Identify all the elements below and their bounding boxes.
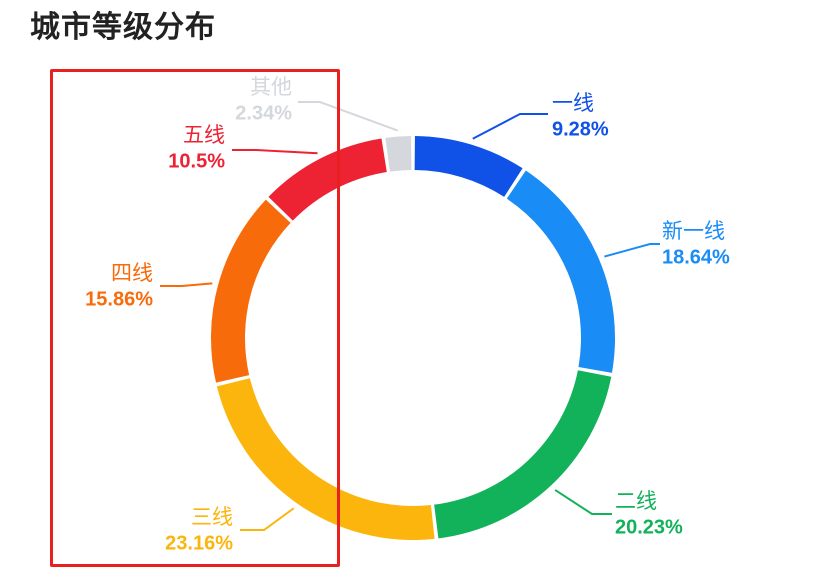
- slice-percent-5: 10.5%: [168, 150, 225, 172]
- leader-line-0: [472, 113, 548, 140]
- slice-label-2: 二线: [615, 489, 657, 513]
- slice-0: [414, 136, 523, 197]
- leader-line-6: [298, 101, 399, 132]
- leader-line-3: [240, 507, 295, 531]
- slice-percent-2: 20.23%: [615, 516, 683, 538]
- slice-percent-0: 9.28%: [552, 118, 609, 140]
- slice-label-0: 一线: [552, 91, 594, 115]
- slice-1: [506, 170, 615, 373]
- slice-percent-3: 23.16%: [165, 532, 233, 554]
- slice-label-4: 四线: [111, 261, 153, 285]
- leader-line-5: [232, 149, 318, 155]
- leader-line-1: [604, 243, 660, 258]
- slice-4: [210, 199, 291, 383]
- chart-title: 城市等级分布: [30, 10, 216, 45]
- leader-line-4: [160, 282, 213, 287]
- slice-percent-4: 15.86%: [85, 288, 153, 310]
- slice-5: [268, 138, 387, 221]
- slice-label-3: 三线: [191, 505, 233, 529]
- slice-3: [216, 378, 435, 540]
- slice-6: [385, 136, 412, 172]
- slice-percent-6: 2.34%: [235, 102, 292, 124]
- slice-percent-1: 18.64%: [662, 246, 730, 268]
- slice-2: [434, 370, 612, 539]
- slice-label-6: 其他: [250, 75, 292, 99]
- slice-label-5: 五线: [183, 123, 225, 147]
- slice-label-1: 新一线: [662, 219, 725, 243]
- leader-line-2: [554, 489, 612, 515]
